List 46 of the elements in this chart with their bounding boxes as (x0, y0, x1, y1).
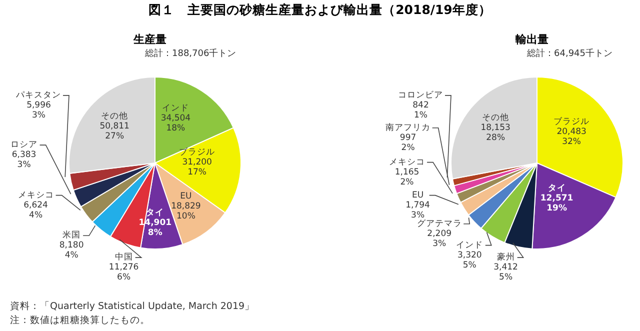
text: 総計：188,706千トン (145, 48, 236, 60)
chart-subtitle: 生産量 (132, 32, 168, 47)
slice-label: コロンビア (398, 89, 444, 100)
data-label: 20,483 32% (556, 127, 586, 148)
data-label: 34,504 18% (160, 113, 191, 134)
data-label: 18,153 28% (480, 122, 510, 143)
data-label: 5,996 3% (26, 100, 51, 120)
data-label: 18,829 10% (171, 201, 201, 222)
text: 資料：「Quarterly Statistical Update, March 2019」 (10, 300, 255, 313)
slice-label: インド (162, 103, 190, 114)
text: 総計：64,945千トン (527, 48, 612, 60)
slice-label: グアテマラ (416, 218, 462, 229)
data-label: 1,794 3% (406, 200, 430, 220)
data-label: 2,209 3% (427, 228, 452, 249)
slice-label: 中国 (114, 252, 133, 263)
data-label: 6,383 3% (12, 150, 36, 170)
slice-label: 豪州 (496, 252, 515, 263)
chart-subtitle: 輸出量 (514, 32, 550, 47)
data-label: 31,200 17% (182, 158, 212, 178)
data-label: 1,165 2% (394, 167, 420, 188)
slice-label: メキシコ (389, 157, 426, 168)
data-label: 997 2% (400, 132, 416, 153)
text: 図１ 主要国の砂糖生産量および輸出量（2018/19年度） (148, 2, 492, 19)
text: 注：数値は粗糖換算したもの。 (10, 314, 150, 327)
slice-label: ブラジル (179, 146, 216, 158)
slice-label: タイ (548, 182, 566, 194)
data-label: 11,276 6% (108, 262, 139, 283)
slice-label: パキスタン (15, 90, 62, 100)
slice-label: 南アフリカ (386, 122, 431, 133)
data-label: 12,571 19% (540, 193, 574, 214)
slice-label: ブラジル (554, 116, 590, 128)
data-label: 842 1% (412, 100, 429, 120)
data-label: 50,811 27% (100, 122, 130, 142)
data-label: 6,624 4% (24, 200, 48, 220)
slice-label: 米国 (62, 230, 81, 241)
slice-label: メキシコ (18, 190, 54, 200)
slice-label: EU (180, 191, 192, 202)
data-label: 8,180 4% (59, 240, 84, 261)
slice-label: EU (412, 190, 424, 200)
data-label: 3,412 5% (494, 262, 518, 283)
slice-label: その他 (482, 112, 510, 123)
slice-label: インド (456, 240, 484, 250)
slice-label: タイ (146, 207, 164, 218)
data-label: 3,320 5% (457, 250, 482, 270)
slice-label: その他 (101, 110, 128, 122)
slice-label: ロシア (10, 140, 38, 150)
